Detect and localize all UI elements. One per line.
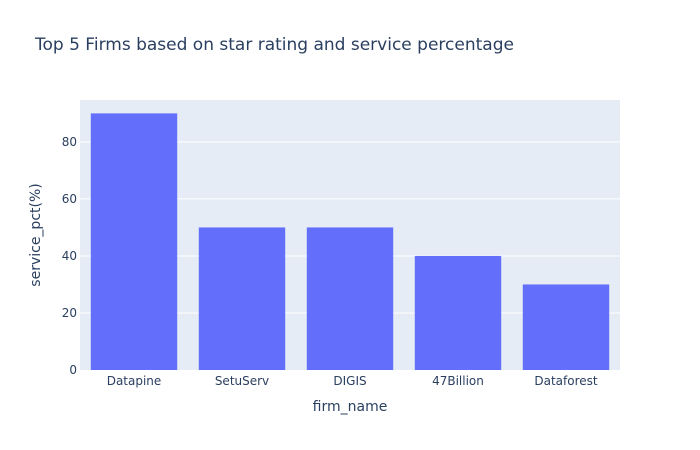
x-tick-label: DIGIS: [333, 374, 366, 388]
y-tick-label: 60: [62, 192, 77, 206]
y-tick-label: 20: [62, 306, 77, 320]
bar-datapine[interactable]: [90, 113, 178, 370]
bar-setuserv[interactable]: [198, 227, 286, 370]
y-tick-label: 40: [62, 249, 77, 263]
x-tick-label: 47Billion: [432, 374, 484, 388]
bar-digis[interactable]: [306, 227, 394, 370]
x-axis-title: firm_name: [313, 399, 388, 415]
x-axis-ticks: Datapine SetuServ DIGIS 47Billion Dataforest: [107, 374, 598, 388]
x-tick-label: Dataforest: [534, 374, 598, 388]
bar-47billion[interactable]: [414, 255, 502, 370]
y-axis-title: service_pct(%): [28, 183, 44, 286]
bars: [90, 113, 610, 370]
y-axis-ticks: 0 20 40 60 80: [62, 135, 77, 377]
x-tick-label: Datapine: [107, 374, 162, 388]
x-tick-label: SetuServ: [215, 374, 269, 388]
y-tick-label: 0: [69, 363, 77, 377]
chart-title: Top 5 Firms based on star rating and ser…: [34, 35, 514, 55]
bar-dataforest[interactable]: [522, 284, 610, 370]
y-tick-label: 80: [62, 135, 77, 149]
